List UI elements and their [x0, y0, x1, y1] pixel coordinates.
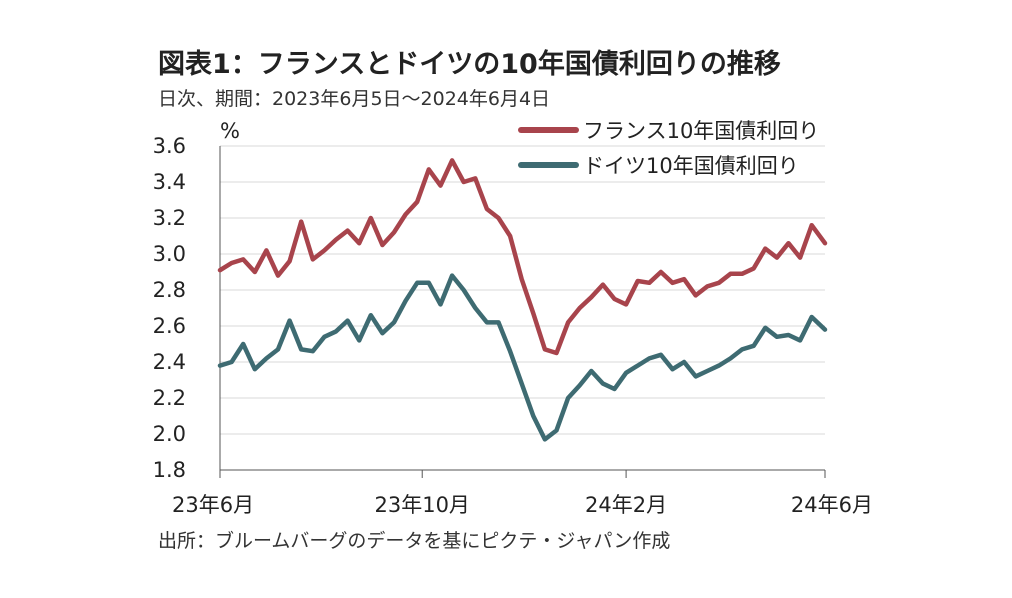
series-line-france: [217, 158, 828, 356]
y-tick-label: 3.6: [153, 134, 186, 158]
y-tick-label: 3.4: [153, 170, 186, 194]
y-tick-label: 2.2: [153, 386, 186, 410]
y-tick-label: 3.0: [153, 242, 186, 266]
chart-source-note: 出所：ブルームバーグのデータを基にピクテ・ジャパン作成: [158, 530, 671, 552]
x-tick-label: 24年6月: [791, 493, 873, 517]
series-line-germany: [217, 273, 828, 442]
axes: 1.8 2.0 2.2 2.4 2.6 2.8 3.0 3.2 3.4 3.6% 23年6月 23年1…: [153, 119, 873, 517]
y-tick-label: 2.6: [153, 314, 186, 338]
y-tick-label: 2.8: [153, 278, 186, 302]
legend-label: フランス10年国債利回り: [583, 119, 819, 143]
x-tick-label: 23年10月: [374, 493, 469, 517]
y-axis-unit: %: [220, 119, 240, 143]
legend-label: ドイツ10年国債利回り: [583, 154, 799, 178]
y-tick-label: 3.2: [153, 206, 186, 230]
x-tick-label: 23年6月: [172, 493, 254, 517]
chart-subtitle: 日次、期間：2023年6月5日～2024年6月4日: [158, 88, 551, 110]
y-tick-label: 2.4: [153, 350, 186, 374]
chart-title: 図表1：フランスとドイツの10年国債利回りの推移: [158, 49, 781, 80]
series-lines: [217, 158, 828, 442]
y-tick-label: 1.8: [153, 458, 186, 482]
y-tick-label: 2.0: [153, 422, 186, 446]
x-tick-label: 24年2月: [585, 493, 667, 517]
